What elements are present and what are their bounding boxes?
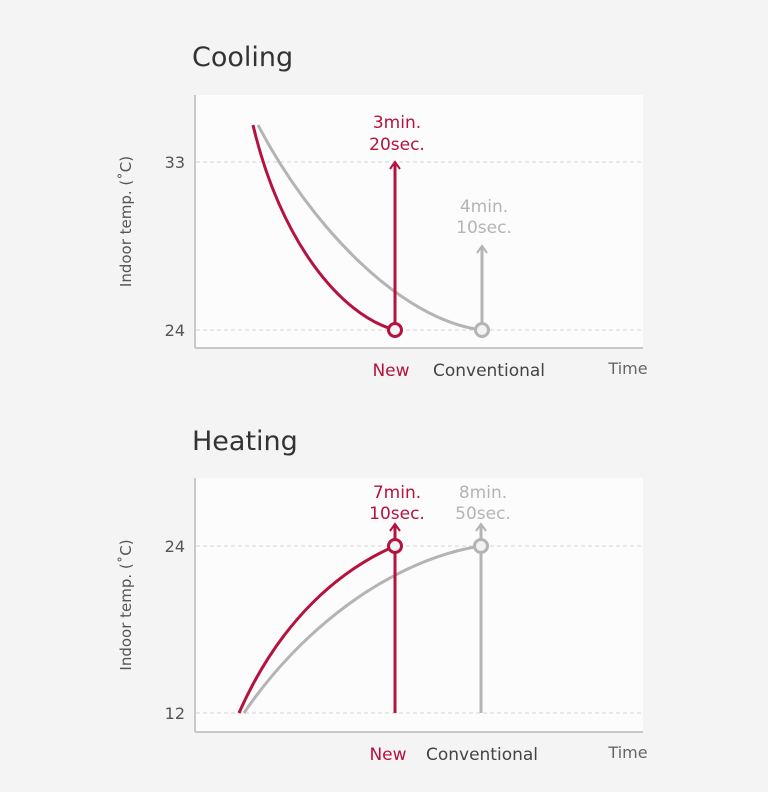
y-tick-label: 24 bbox=[165, 537, 185, 556]
series-line-conventional bbox=[242, 544, 482, 714]
plot-area bbox=[195, 95, 643, 348]
target-point-marker bbox=[387, 322, 403, 338]
time-label-sec: 20sec. bbox=[369, 135, 425, 155]
target-point-marker bbox=[474, 322, 490, 338]
time-label-min: 8min. bbox=[459, 483, 507, 503]
arrow-up-icon bbox=[476, 244, 488, 254]
x-axis-label: Time bbox=[607, 359, 647, 378]
chart-title: Cooling bbox=[192, 42, 293, 73]
y-tick-label: 12 bbox=[165, 704, 185, 723]
chart-title: Heating bbox=[192, 426, 298, 457]
time-label-sec: 10sec. bbox=[456, 218, 512, 238]
time-label-min: 3min. bbox=[373, 113, 421, 133]
y-axis-label: Indoor temp. (˚C) bbox=[117, 156, 135, 287]
x-category-conventional: Conventional bbox=[426, 745, 538, 765]
arrow-up-icon bbox=[389, 522, 401, 532]
series-line-new bbox=[251, 124, 396, 332]
time-label-sec: 50sec. bbox=[455, 504, 511, 524]
x-category-conventional: Conventional bbox=[433, 361, 545, 381]
arrow-up-icon bbox=[389, 160, 401, 170]
x-axis-label: Time bbox=[607, 743, 647, 762]
plot-area bbox=[195, 478, 643, 732]
arrow-up-icon bbox=[475, 522, 487, 532]
time-label-sec: 10sec. bbox=[369, 504, 425, 524]
target-point-marker bbox=[473, 538, 489, 554]
y-tick-label: 24 bbox=[165, 321, 185, 340]
time-label-min: 7min. bbox=[373, 483, 421, 503]
time-label-min: 4min. bbox=[460, 197, 508, 217]
target-point-marker bbox=[387, 538, 403, 554]
series-line-conventional bbox=[256, 124, 483, 332]
x-category-new: New bbox=[372, 361, 409, 381]
series-line-new bbox=[237, 544, 396, 714]
y-axis-label: Indoor temp. (˚C) bbox=[117, 539, 135, 670]
x-category-new: New bbox=[369, 745, 406, 765]
y-tick-label: 33 bbox=[165, 153, 185, 172]
